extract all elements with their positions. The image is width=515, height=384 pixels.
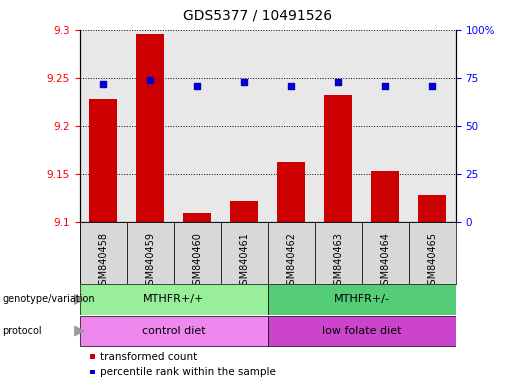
Text: GSM840458: GSM840458 bbox=[98, 232, 108, 291]
Text: low folate diet: low folate diet bbox=[322, 326, 402, 336]
Text: GSM840465: GSM840465 bbox=[427, 232, 437, 291]
Bar bbox=[80, 30, 127, 222]
Bar bbox=[183, 213, 211, 222]
Point bbox=[428, 83, 436, 89]
Text: transformed count: transformed count bbox=[100, 352, 197, 362]
Text: genotype/variation: genotype/variation bbox=[3, 295, 95, 305]
Bar bbox=[80, 284, 268, 314]
Bar bbox=[409, 222, 456, 284]
Bar bbox=[230, 201, 259, 222]
Text: GSM840462: GSM840462 bbox=[286, 232, 296, 291]
Text: MTHFR+/+: MTHFR+/+ bbox=[143, 295, 204, 305]
Bar bbox=[362, 222, 409, 284]
Polygon shape bbox=[74, 294, 85, 305]
Polygon shape bbox=[74, 326, 85, 336]
Bar bbox=[89, 99, 117, 222]
Bar bbox=[174, 222, 221, 284]
Bar bbox=[268, 30, 315, 222]
Text: percentile rank within the sample: percentile rank within the sample bbox=[100, 367, 276, 377]
Bar bbox=[324, 95, 352, 222]
Point bbox=[381, 83, 389, 89]
Bar bbox=[174, 30, 221, 222]
Text: GSM840461: GSM840461 bbox=[239, 232, 249, 291]
Bar bbox=[362, 30, 409, 222]
Bar bbox=[221, 30, 268, 222]
Text: control diet: control diet bbox=[142, 326, 205, 336]
Bar bbox=[268, 284, 456, 314]
Point bbox=[193, 83, 201, 89]
Bar bbox=[268, 222, 315, 284]
Bar bbox=[268, 316, 456, 346]
Bar bbox=[80, 222, 127, 284]
Point bbox=[287, 83, 296, 89]
Bar bbox=[371, 171, 399, 222]
Point bbox=[334, 79, 342, 85]
Point bbox=[99, 81, 108, 87]
Bar bbox=[418, 195, 447, 222]
Point bbox=[240, 79, 248, 85]
Point bbox=[146, 77, 154, 83]
Text: MTHFR+/-: MTHFR+/- bbox=[334, 295, 390, 305]
Text: protocol: protocol bbox=[3, 326, 42, 336]
Text: GSM840460: GSM840460 bbox=[192, 232, 202, 291]
Bar bbox=[136, 35, 164, 222]
Bar bbox=[221, 222, 268, 284]
Bar bbox=[315, 222, 362, 284]
Bar bbox=[409, 30, 456, 222]
Bar bbox=[127, 30, 174, 222]
Bar bbox=[277, 162, 305, 222]
Text: GSM840463: GSM840463 bbox=[333, 232, 344, 291]
Bar bbox=[127, 222, 174, 284]
Text: GSM840464: GSM840464 bbox=[380, 232, 390, 291]
Bar bbox=[80, 316, 268, 346]
Text: GDS5377 / 10491526: GDS5377 / 10491526 bbox=[183, 9, 332, 23]
Text: GSM840459: GSM840459 bbox=[145, 232, 156, 291]
Bar bbox=[315, 30, 362, 222]
